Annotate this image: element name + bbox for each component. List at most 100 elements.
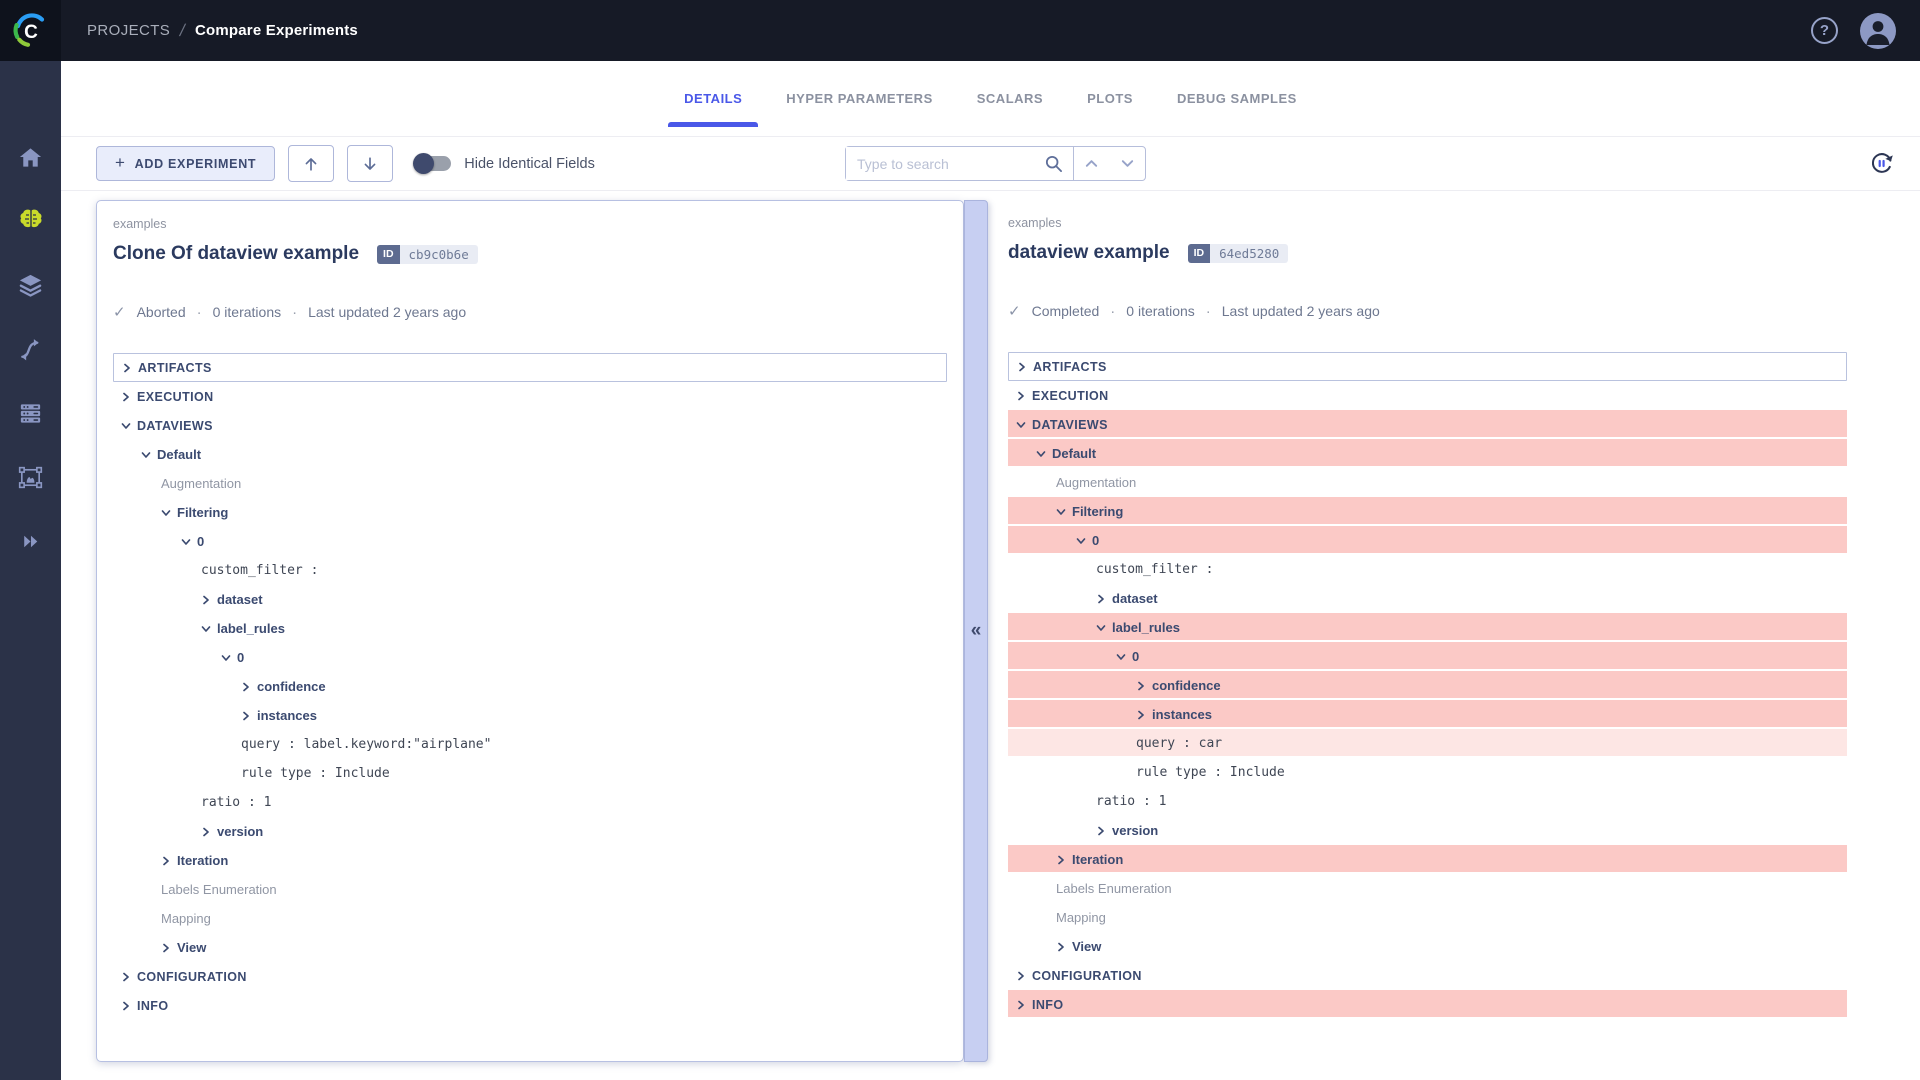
chevron-right-icon[interactable]	[1096, 594, 1106, 604]
tree-row-custom-filter[interactable]: custom_filter :	[113, 556, 947, 585]
chevron-right-icon[interactable]	[121, 972, 131, 982]
tree-row-query-label-keyword-airplane[interactable]: query : label.keyword:"airplane"	[113, 730, 947, 759]
tab-scalars[interactable]: SCALARS	[955, 71, 1065, 127]
tree-row-instances[interactable]: instances	[113, 701, 947, 730]
help-icon[interactable]: ?	[1811, 17, 1838, 44]
tree-row-confidence[interactable]: confidence	[113, 672, 947, 701]
tab-hyper-parameters[interactable]: HYPER PARAMETERS	[764, 71, 954, 127]
chevron-down-icon[interactable]	[1116, 652, 1126, 662]
search-next-button[interactable]	[1109, 147, 1145, 180]
chevron-right-icon[interactable]	[122, 363, 132, 373]
tree-row-filtering[interactable]: Filtering	[113, 498, 947, 527]
chevron-down-icon[interactable]	[141, 450, 151, 460]
sidebar-item-home[interactable]	[0, 135, 61, 179]
chevron-right-icon[interactable]	[1056, 855, 1066, 865]
sidebar-item-pipelines[interactable]	[0, 327, 61, 371]
tree-row-rule-type-include[interactable]: rule type : Include	[113, 759, 947, 788]
tree-row-augmentation[interactable]: Augmentation	[1008, 468, 1847, 497]
tree-row-0[interactable]: 0	[1008, 642, 1847, 671]
chevron-right-icon[interactable]	[121, 1001, 131, 1011]
tree-row-iteration[interactable]: Iteration	[1008, 845, 1847, 874]
tree-row-query-car[interactable]: query : car	[1008, 729, 1847, 758]
chevron-down-icon[interactable]	[221, 653, 231, 663]
clearml-logo[interactable]: C	[0, 0, 61, 61]
chevron-right-icon[interactable]	[1016, 1000, 1026, 1010]
chevron-down-icon[interactable]	[161, 508, 171, 518]
sidebar-item-datasets[interactable]	[0, 263, 61, 307]
tree-row-version[interactable]: version	[113, 817, 947, 846]
chevron-right-icon[interactable]	[241, 682, 251, 692]
tree-row-0[interactable]: 0	[113, 643, 947, 672]
breadcrumb-projects-link[interactable]: PROJECTS	[87, 22, 170, 39]
sidebar-item-applications[interactable]	[0, 519, 61, 563]
tree-row-artifacts[interactable]: ARTIFACTS	[1008, 352, 1847, 381]
tree-row-version[interactable]: version	[1008, 816, 1847, 845]
tree-row-default[interactable]: Default	[113, 440, 947, 469]
avatar[interactable]	[1860, 13, 1896, 49]
chevron-right-icon[interactable]	[121, 392, 131, 402]
tree-row-labels-enumeration[interactable]: Labels Enumeration	[113, 875, 947, 904]
sidebar-item-annotator[interactable]	[0, 455, 61, 499]
chevron-down-icon[interactable]	[121, 421, 131, 431]
tree-row-mapping[interactable]: Mapping	[113, 904, 947, 933]
chevron-right-icon[interactable]	[241, 711, 251, 721]
tree-row-0[interactable]: 0	[113, 527, 947, 556]
tab-details[interactable]: DETAILS	[662, 71, 764, 127]
tree-row-rule-type-include[interactable]: rule type : Include	[1008, 758, 1847, 787]
hide-identical-toggle[interactable]	[415, 156, 451, 171]
tree-row-augmentation[interactable]: Augmentation	[113, 469, 947, 498]
tree-row-dataviews[interactable]: DATAVIEWS	[113, 411, 947, 440]
tree-row-confidence[interactable]: confidence	[1008, 671, 1847, 700]
tree-row-ratio-1[interactable]: ratio : 1	[1008, 787, 1847, 816]
chevron-down-icon[interactable]	[1056, 507, 1066, 517]
tree-row-iteration[interactable]: Iteration	[113, 846, 947, 875]
auto-refresh-button[interactable]	[1868, 150, 1895, 182]
move-up-button[interactable]	[288, 145, 334, 182]
tree-row-info[interactable]: INFO	[1008, 990, 1847, 1019]
tab-plots[interactable]: PLOTS	[1065, 71, 1155, 127]
collapse-panel-button[interactable]: «	[964, 200, 988, 1062]
tree-row-dataset[interactable]: dataset	[1008, 584, 1847, 613]
search-input[interactable]	[846, 147, 1044, 180]
tree-row-dataset[interactable]: dataset	[113, 585, 947, 614]
sidebar-item-workers-queues[interactable]	[0, 391, 61, 435]
chevron-down-icon[interactable]	[201, 624, 211, 634]
chevron-right-icon[interactable]	[1017, 362, 1027, 372]
chevron-down-icon[interactable]	[1076, 536, 1086, 546]
tree-row-instances[interactable]: instances	[1008, 700, 1847, 729]
chevron-right-icon[interactable]	[1096, 826, 1106, 836]
search-icon[interactable]	[1044, 147, 1073, 180]
chevron-down-icon[interactable]	[181, 537, 191, 547]
experiment-id-chip[interactable]: ID 64ed5280	[1188, 244, 1289, 263]
experiment-id-chip[interactable]: ID cb9c0b6e	[377, 245, 478, 264]
chevron-right-icon[interactable]	[201, 827, 211, 837]
tree-row-labels-enumeration[interactable]: Labels Enumeration	[1008, 874, 1847, 903]
chevron-down-icon[interactable]	[1036, 449, 1046, 459]
chevron-right-icon[interactable]	[201, 595, 211, 605]
chevron-right-icon[interactable]	[161, 943, 171, 953]
chevron-right-icon[interactable]	[1016, 971, 1026, 981]
chevron-right-icon[interactable]	[1136, 710, 1146, 720]
tree-row-artifacts[interactable]: ARTIFACTS	[113, 353, 947, 382]
chevron-down-icon[interactable]	[1096, 623, 1106, 633]
tree-row-dataviews[interactable]: DATAVIEWS	[1008, 410, 1847, 439]
tree-row-execution[interactable]: EXECUTION	[1008, 381, 1847, 410]
tree-row-execution[interactable]: EXECUTION	[113, 382, 947, 411]
move-down-button[interactable]	[347, 145, 393, 182]
chevron-down-icon[interactable]	[1016, 420, 1026, 430]
sidebar-item-projects[interactable]	[0, 198, 61, 242]
search-prev-button[interactable]	[1074, 147, 1110, 180]
tree-row-label-rules[interactable]: label_rules	[113, 614, 947, 643]
chevron-right-icon[interactable]	[1016, 391, 1026, 401]
add-experiment-button[interactable]: + ADD EXPERIMENT	[96, 146, 275, 181]
tree-row-default[interactable]: Default	[1008, 439, 1847, 468]
tree-row-configuration[interactable]: CONFIGURATION	[1008, 961, 1847, 990]
tree-row-label-rules[interactable]: label_rules	[1008, 613, 1847, 642]
tree-row-view[interactable]: View	[1008, 932, 1847, 961]
tree-row-custom-filter[interactable]: custom_filter :	[1008, 555, 1847, 584]
tree-row-ratio-1[interactable]: ratio : 1	[113, 788, 947, 817]
tree-row-configuration[interactable]: CONFIGURATION	[113, 962, 947, 991]
tree-row-0[interactable]: 0	[1008, 526, 1847, 555]
tree-row-mapping[interactable]: Mapping	[1008, 903, 1847, 932]
tab-debug-samples[interactable]: DEBUG SAMPLES	[1155, 71, 1319, 127]
